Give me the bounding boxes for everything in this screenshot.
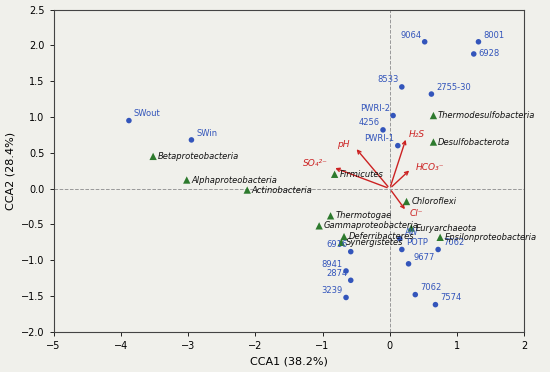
Point bbox=[402, 199, 411, 205]
Text: HCO₃⁻: HCO₃⁻ bbox=[415, 163, 444, 171]
Text: 9677: 9677 bbox=[413, 253, 435, 262]
Point bbox=[427, 91, 436, 97]
Y-axis label: CCA2 (28.4%): CCA2 (28.4%) bbox=[6, 132, 15, 210]
Text: Betaproteobacteria: Betaproteobacteria bbox=[158, 152, 239, 161]
Text: Gammaproteobacteria: Gammaproteobacteria bbox=[324, 221, 419, 230]
Point bbox=[124, 118, 133, 124]
Text: Euryarchaeota: Euryarchaeota bbox=[416, 224, 477, 232]
Point bbox=[469, 51, 478, 57]
Text: PWRI-2: PWRI-2 bbox=[360, 104, 390, 113]
Point bbox=[393, 143, 402, 149]
Point bbox=[434, 247, 443, 253]
Point bbox=[404, 261, 413, 267]
Text: 8001: 8001 bbox=[483, 31, 504, 40]
Text: 2755-30: 2755-30 bbox=[436, 83, 471, 92]
X-axis label: CCA1 (38.2%): CCA1 (38.2%) bbox=[250, 356, 328, 366]
Point bbox=[474, 39, 483, 45]
Point bbox=[407, 225, 416, 231]
Text: 9064: 9064 bbox=[400, 31, 421, 40]
Text: 8533: 8533 bbox=[377, 75, 398, 84]
Text: Synergistetes: Synergistetes bbox=[346, 238, 404, 247]
Point bbox=[148, 153, 157, 159]
Text: POTP: POTP bbox=[406, 238, 428, 247]
Text: pH: pH bbox=[337, 140, 349, 149]
Point bbox=[431, 302, 440, 308]
Text: AW: AW bbox=[404, 228, 418, 237]
Point bbox=[330, 171, 339, 177]
Point bbox=[429, 139, 438, 145]
Point bbox=[411, 292, 420, 298]
Text: 7062: 7062 bbox=[420, 283, 441, 292]
Point bbox=[337, 239, 346, 245]
Text: Deferribacteres: Deferribacteres bbox=[349, 232, 414, 241]
Text: PWRI-1: PWRI-1 bbox=[365, 134, 394, 143]
Text: Thermodesulfobacteria: Thermodesulfobacteria bbox=[438, 111, 536, 120]
Text: 6928: 6928 bbox=[478, 48, 500, 58]
Text: SO₄²⁻: SO₄²⁻ bbox=[303, 159, 328, 168]
Text: Thermotogae: Thermotogae bbox=[336, 211, 392, 220]
Point bbox=[398, 247, 406, 253]
Text: 8941: 8941 bbox=[322, 260, 343, 269]
Point bbox=[183, 177, 191, 183]
Point bbox=[340, 234, 349, 240]
Point bbox=[326, 213, 335, 219]
Text: 3239: 3239 bbox=[321, 286, 343, 295]
Text: 6916: 6916 bbox=[326, 240, 348, 250]
Text: Firmicutes: Firmicutes bbox=[339, 170, 383, 179]
Text: Cl⁻: Cl⁻ bbox=[410, 209, 424, 218]
Point bbox=[243, 187, 252, 193]
Text: Actinobacteria: Actinobacteria bbox=[252, 186, 313, 195]
Point bbox=[420, 39, 429, 45]
Text: 7062: 7062 bbox=[443, 238, 464, 247]
Text: SWout: SWout bbox=[134, 109, 161, 118]
Text: Chloroflexi: Chloroflexi bbox=[411, 197, 456, 206]
Point bbox=[346, 277, 355, 283]
Text: Epsilonproteobacteria: Epsilonproteobacteria bbox=[445, 233, 537, 242]
Text: 7574: 7574 bbox=[440, 294, 461, 302]
Point bbox=[342, 295, 350, 301]
Point bbox=[429, 113, 438, 119]
Point bbox=[346, 248, 355, 254]
Text: H₂S: H₂S bbox=[409, 130, 425, 139]
Point bbox=[436, 234, 444, 240]
Text: Alphaproteobacteria: Alphaproteobacteria bbox=[191, 176, 277, 185]
Text: SWin: SWin bbox=[196, 129, 217, 138]
Point bbox=[187, 137, 196, 143]
Point bbox=[342, 268, 350, 274]
Text: 2874: 2874 bbox=[326, 269, 348, 278]
Point bbox=[378, 127, 387, 133]
Point bbox=[395, 236, 404, 242]
Point bbox=[315, 223, 323, 229]
Text: 4256: 4256 bbox=[359, 118, 380, 127]
Point bbox=[389, 113, 398, 119]
Point bbox=[398, 84, 406, 90]
Text: Desulfobacterota: Desulfobacterota bbox=[438, 138, 510, 147]
